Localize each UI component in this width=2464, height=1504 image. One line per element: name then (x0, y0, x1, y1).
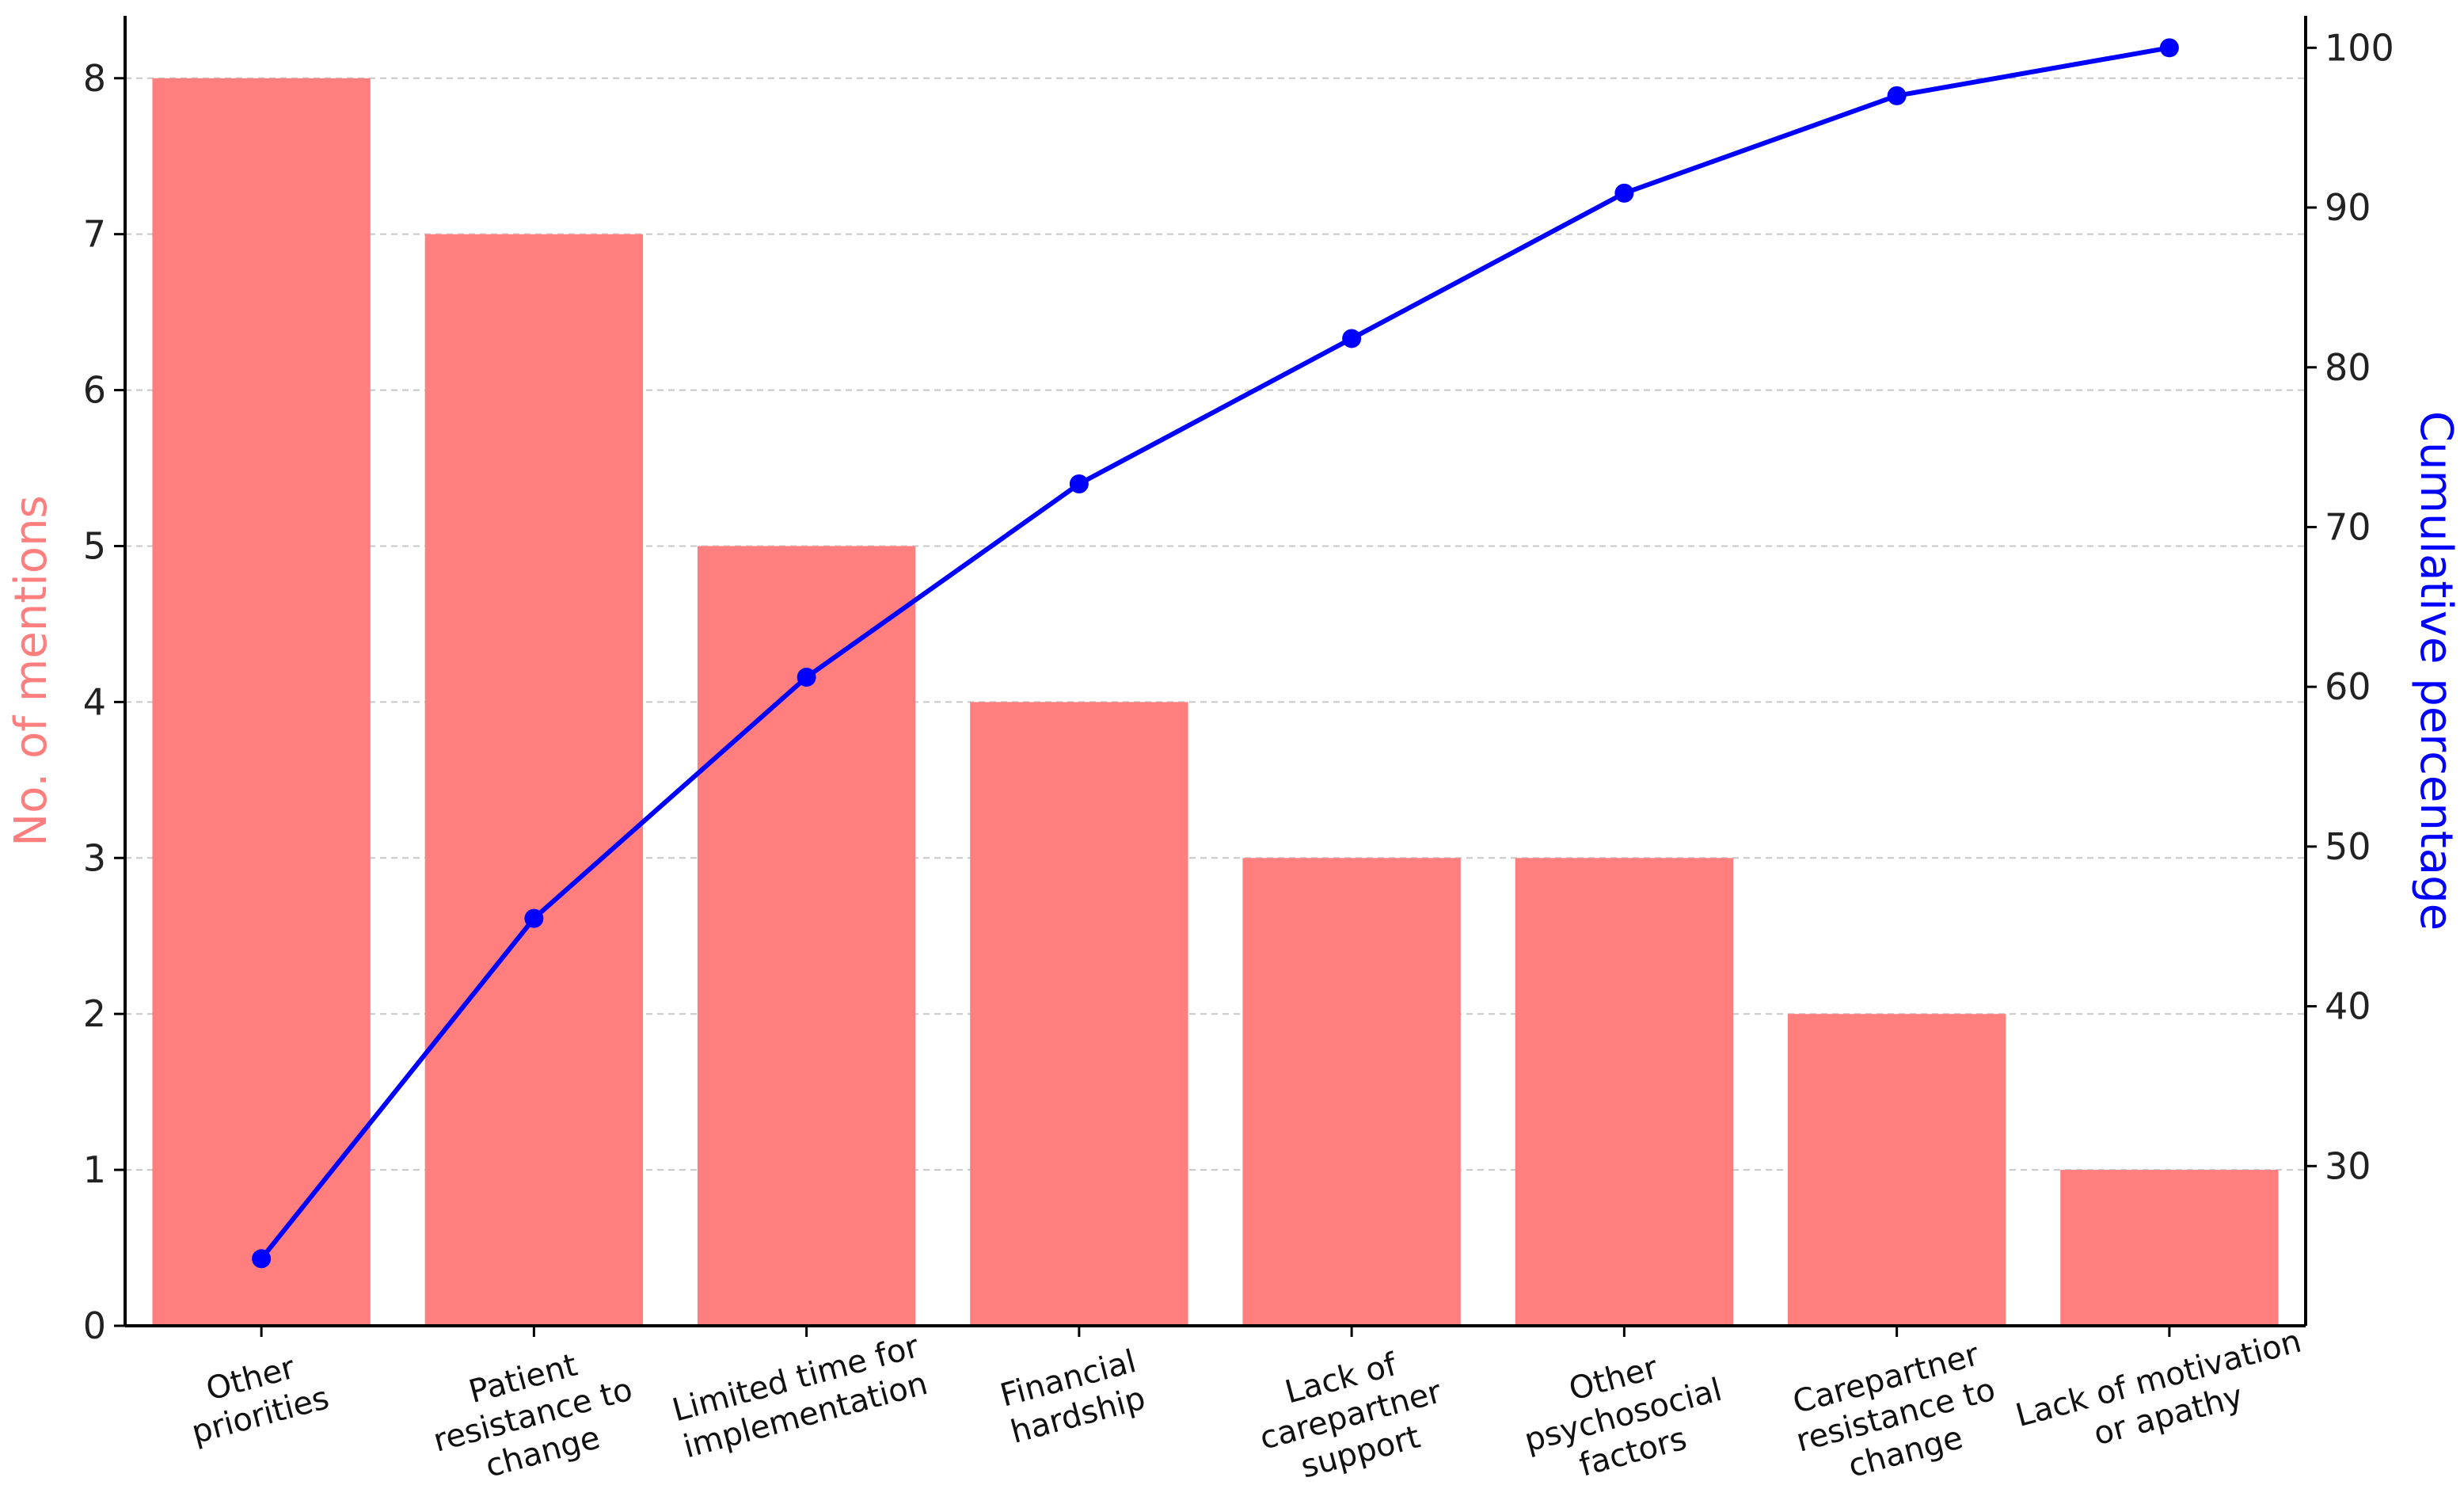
y-axis-title: No. of mentions (6, 495, 57, 847)
y-tick-label-1: 1 (83, 1148, 106, 1191)
bars (152, 78, 2279, 1327)
y2-tick-label-5: 80 (2325, 346, 2371, 389)
cumulative-point-3 (1069, 474, 1089, 494)
y2-tick-label-6: 90 (2325, 186, 2371, 229)
cumulative-point-2 (797, 668, 816, 687)
gridlines (125, 77, 2306, 1171)
axes (114, 16, 2317, 1337)
bar-4 (1242, 858, 1461, 1326)
x-tick-label-0: Otherpriorities (178, 1343, 333, 1452)
cumulative-point-4 (1342, 329, 1362, 348)
y-tick-label-4: 4 (83, 680, 106, 723)
y-tick-label-3: 3 (83, 836, 106, 879)
bar-1 (424, 234, 644, 1327)
y2-tick-label-0: 30 (2325, 1144, 2371, 1187)
bar-3 (970, 702, 1188, 1326)
x-tick-label-2: Limited time forimplementation (668, 1328, 933, 1466)
cumulative-polyline (259, 45, 2170, 1261)
y2-axis-title: Cumulative percentage (2410, 411, 2462, 931)
bar-0 (152, 78, 371, 1326)
y-tick-label-2: 2 (83, 992, 106, 1035)
bar-2 (697, 546, 916, 1326)
x-tick-label-4: Lack ofcarepartnersupport (1246, 1337, 1455, 1494)
bar-7 (2060, 1170, 2279, 1326)
cumulative-line (252, 38, 2179, 1269)
x-tick-label-6: Carepartnerresistance tochange (1782, 1335, 2009, 1496)
bar-6 (1787, 1014, 2006, 1326)
cumulative-point-0 (252, 1249, 272, 1269)
cumulative-point-1 (524, 908, 544, 928)
x-tick-label-1: Patientresistance tochange (420, 1335, 646, 1496)
y-tick-label-7: 7 (83, 213, 106, 256)
x-tick-label-5: Otherpsychosocialfactors (1511, 1335, 1736, 1495)
y-tick-label-6: 6 (83, 369, 106, 412)
y2-tick-label-1: 40 (2325, 985, 2371, 1028)
bar-5 (1515, 858, 1734, 1326)
x-tick-label-3: Financialhardship (997, 1343, 1150, 1451)
y-tick-label-5: 5 (83, 524, 106, 567)
cumulative-point-5 (1614, 183, 1634, 203)
y2-tick-label-3: 60 (2325, 665, 2371, 708)
y2-tick-label-7: 100 (2325, 26, 2394, 69)
cumulative-point-6 (1887, 86, 1907, 105)
y2-tick-label-2: 50 (2325, 825, 2371, 868)
y-tick-label-8: 8 (83, 57, 106, 100)
y2-tick-label-4: 70 (2325, 505, 2371, 548)
x-tick-label-7: Lack of motivationor apathy (2012, 1323, 2315, 1472)
y-tick-label-0: 0 (83, 1304, 106, 1347)
cumulative-point-7 (2159, 38, 2179, 58)
